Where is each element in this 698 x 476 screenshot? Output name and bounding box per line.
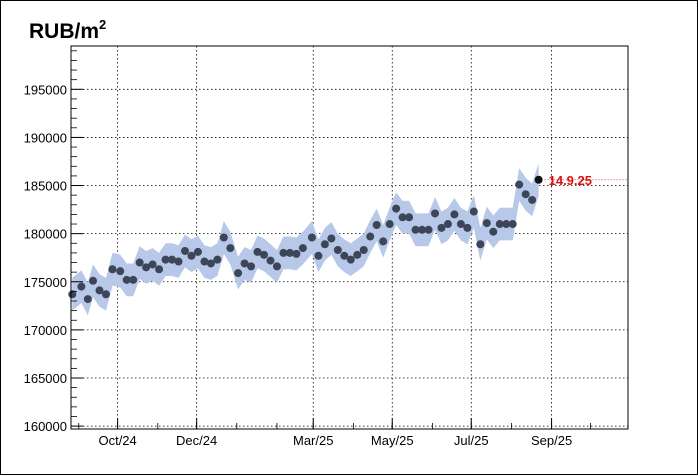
data-point [476, 240, 485, 249]
data-point [213, 255, 222, 264]
data-point [534, 175, 543, 184]
data-point [253, 247, 262, 256]
data-point [247, 262, 256, 271]
y-tick-label: 190000 [24, 130, 67, 145]
plot-area [71, 46, 628, 429]
data-point [424, 225, 433, 234]
confidence-band [72, 163, 539, 316]
data-point [272, 262, 281, 271]
data-point [515, 180, 524, 189]
data-point [122, 275, 131, 284]
data-point [279, 248, 288, 257]
data-point [108, 265, 117, 274]
data-point [463, 223, 472, 232]
data-points [68, 175, 543, 304]
data-point [502, 220, 511, 229]
data-point [129, 275, 138, 284]
data-point [116, 267, 125, 276]
y-tick-label: 180000 [24, 227, 67, 242]
data-point [314, 251, 323, 260]
data-point [366, 232, 375, 241]
data-point [385, 220, 394, 229]
data-point [200, 257, 209, 266]
x-tick-label: Mar/25 [293, 433, 333, 448]
data-point [187, 251, 196, 260]
plot-border [70, 45, 629, 430]
annotations: 14.9.25 [544, 173, 628, 188]
data-point [495, 220, 504, 229]
data-point [450, 210, 459, 219]
data-point [174, 257, 183, 266]
data-point [266, 256, 275, 265]
data-point [226, 244, 235, 253]
data-point [430, 209, 439, 218]
x-tick-label: Dec/24 [176, 433, 217, 448]
data-point [95, 286, 104, 295]
x-tick-label: Sep/25 [531, 433, 572, 448]
data-point [89, 276, 98, 285]
data-point [392, 204, 401, 213]
data-point [340, 251, 349, 260]
data-point [168, 255, 177, 264]
chart-title: RUB/m2 [29, 17, 106, 43]
data-point [437, 223, 446, 232]
data-point [68, 290, 77, 299]
data-point [346, 255, 355, 264]
data-point [307, 233, 316, 242]
data-point [219, 233, 228, 242]
data-point [372, 220, 381, 229]
data-point [193, 247, 202, 256]
data-point [333, 246, 342, 255]
data-point [234, 269, 243, 278]
data-point [240, 259, 249, 268]
data-point [101, 290, 110, 299]
data-point [353, 250, 362, 259]
data-point [260, 250, 269, 259]
data-point [77, 282, 86, 291]
x-tick-label: Jul/25 [454, 433, 489, 448]
data-point [379, 237, 388, 246]
y-tick-label: 185000 [24, 179, 67, 194]
data-point [142, 263, 151, 272]
data-point [292, 249, 301, 258]
data-point [508, 220, 517, 229]
data-point [285, 248, 294, 257]
y-tick-label: 160000 [24, 419, 67, 434]
data-point [298, 244, 307, 253]
data-point [521, 190, 530, 199]
x-tick-label: May/25 [371, 433, 414, 448]
data-point [405, 213, 414, 222]
data-point [148, 260, 157, 269]
data-point [418, 225, 427, 234]
data-point [398, 213, 407, 222]
y-tick-label: 195000 [24, 82, 67, 97]
data-point [411, 225, 420, 234]
y-tick-label: 170000 [24, 323, 67, 338]
y-tick-label: 165000 [24, 371, 67, 386]
data-point [482, 219, 491, 228]
data-point [206, 259, 215, 268]
axes: 160000 165000 170000 175000 180000 185000 1900… [24, 50, 591, 448]
data-point [489, 227, 498, 236]
x-tick-label: Oct/24 [98, 433, 136, 448]
data-point [135, 258, 144, 267]
data-point [161, 255, 170, 264]
data-point [320, 240, 329, 249]
data-point [528, 195, 537, 204]
data-point [83, 295, 92, 304]
uncertainty-band [72, 163, 539, 316]
date-annotation: 14.9.25 [549, 173, 592, 188]
data-point [443, 220, 452, 229]
data-point [456, 220, 465, 229]
y-tick-label: 175000 [24, 275, 67, 290]
data-point [469, 207, 478, 216]
data-point [359, 246, 368, 255]
data-point [180, 246, 189, 255]
data-point [155, 265, 164, 274]
data-point [327, 234, 336, 243]
